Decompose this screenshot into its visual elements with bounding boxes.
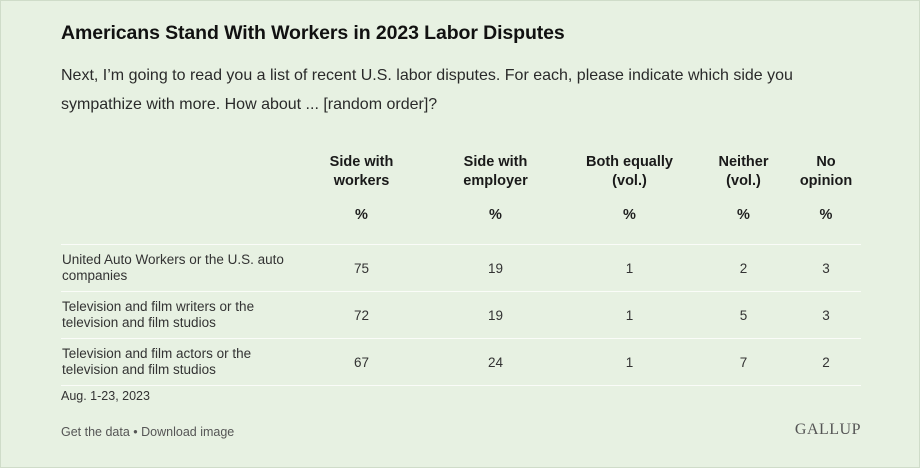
row-label: United Auto Workers or the U.S. auto com… bbox=[61, 244, 295, 292]
gallup-logo: GALLUP bbox=[794, 421, 861, 438]
value-cell: 1 bbox=[563, 338, 696, 386]
download-image-link[interactable]: Download image bbox=[141, 425, 235, 439]
unit-cell-empty bbox=[61, 200, 295, 245]
value-cell: 19 bbox=[428, 244, 563, 292]
column-header-no-opinion: No opinion bbox=[799, 154, 853, 189]
chart-title: Americans Stand With Workers in 2023 Lab… bbox=[61, 22, 565, 44]
unit-cell: % bbox=[696, 200, 791, 245]
value-cell: 1 bbox=[563, 291, 696, 339]
get-data-link[interactable]: Get the data bbox=[61, 425, 130, 439]
value-cell: 2 bbox=[696, 244, 791, 292]
value-cell: 72 bbox=[295, 291, 428, 339]
table-row: United Auto Workers or the U.S. auto com… bbox=[61, 244, 861, 292]
column-header-row: Side with workers Side with employer Bot… bbox=[61, 150, 861, 200]
row-label: Television and film writers or the telev… bbox=[61, 291, 295, 339]
results-table: Side with workers Side with employer Bot… bbox=[61, 150, 861, 386]
value-cell: 24 bbox=[428, 338, 563, 386]
value-cell: 2 bbox=[791, 338, 861, 386]
value-cell: 3 bbox=[791, 244, 861, 292]
column-header-neither: Neither (vol.) bbox=[718, 154, 769, 189]
value-cell: 67 bbox=[295, 338, 428, 386]
value-cell: 5 bbox=[696, 291, 791, 339]
value-cell: 3 bbox=[791, 291, 861, 339]
value-cell: 75 bbox=[295, 244, 428, 292]
unit-cell: % bbox=[791, 200, 861, 245]
row-label: Television and film actors or the televi… bbox=[61, 338, 295, 386]
unit-cell: % bbox=[428, 200, 563, 245]
chart-subtitle: Next, I’m going to read you a list of re… bbox=[61, 67, 793, 113]
footer-separator: • bbox=[129, 425, 142, 439]
table-row: Television and film actors or the televi… bbox=[61, 338, 861, 386]
column-header-side-with-employer: Side with employer bbox=[463, 154, 528, 189]
value-cell: 7 bbox=[696, 338, 791, 386]
row-label-header bbox=[61, 150, 295, 200]
table-row: Television and film writers or the telev… bbox=[61, 291, 861, 339]
value-cell: 19 bbox=[428, 291, 563, 339]
value-cell: 1 bbox=[563, 244, 696, 292]
footer-links: Get the data • Download image bbox=[61, 425, 234, 439]
column-header-side-with-workers: Side with workers bbox=[329, 154, 394, 189]
unit-cell: % bbox=[295, 200, 428, 245]
unit-row: % % % % % bbox=[61, 200, 861, 245]
unit-cell: % bbox=[563, 200, 696, 245]
survey-dates: Aug. 1-23, 2023 bbox=[61, 389, 150, 403]
column-header-both-equally: Both equally (vol.) bbox=[585, 154, 673, 189]
